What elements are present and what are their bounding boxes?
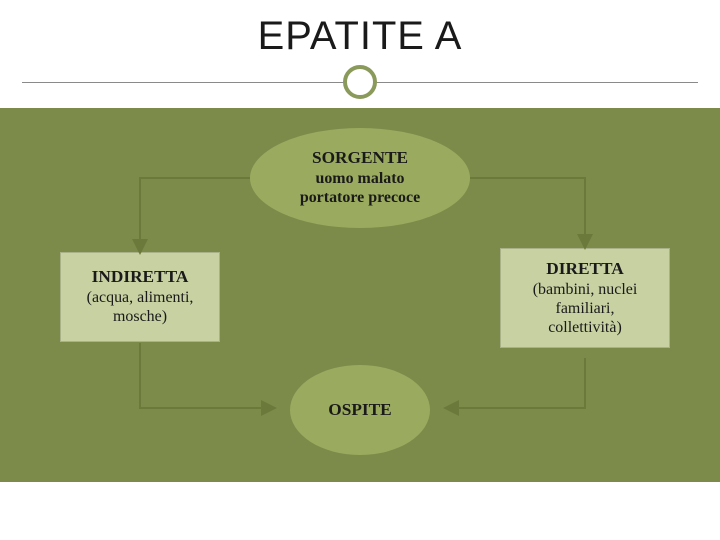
bottom-band [0,484,720,540]
node-sorgente-body1: uomo malato [315,169,404,188]
node-diretta-body2: familiari, [556,299,615,318]
node-sorgente: SORGENTE uomo malato portatore precoce [250,128,470,228]
node-indiretta: INDIRETTA (acqua, alimenti, mosche) [60,252,220,342]
node-ospite-heading: OSPITE [328,400,391,421]
node-diretta: DIRETTA (bambini, nuclei familiari, coll… [500,248,670,348]
page-title: EPATITE A [0,0,720,59]
node-diretta-body1: (bambini, nuclei [533,280,638,299]
node-indiretta-body2: mosche) [113,307,167,326]
node-diretta-body3: collettività) [548,318,622,337]
node-sorgente-body2: portatore precoce [300,188,420,207]
node-diretta-heading: DIRETTA [546,259,623,280]
title-circle-icon [343,65,377,99]
node-indiretta-heading: INDIRETTA [92,267,189,288]
node-sorgente-heading: SORGENTE [312,148,408,169]
title-area: EPATITE A [0,0,720,90]
node-indiretta-body1: (acqua, alimenti, [87,288,194,307]
node-ospite: OSPITE [270,360,450,460]
